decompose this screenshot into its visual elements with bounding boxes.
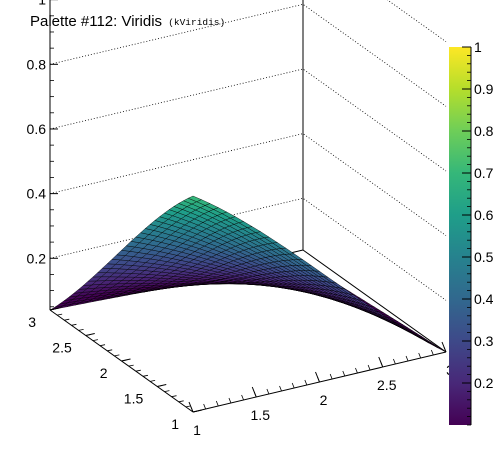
color-bar-tick-label: 0.3 — [474, 333, 494, 349]
z-gridline — [50, 0, 447, 43]
x-tick-label: 1.5 — [251, 407, 271, 423]
x-minor-tick — [405, 355, 409, 362]
frame-edge-back-bottom-right — [302, 249, 447, 353]
y-minor-tick — [185, 405, 191, 408]
y-tick-label: 1.5 — [124, 391, 144, 407]
z-tick-label: 1 — [38, 0, 46, 8]
y-minor-tick — [192, 410, 199, 413]
x-minor-tick — [317, 376, 320, 383]
x-minor-tick — [291, 382, 295, 389]
chart-title-code: (kViridis) — [168, 17, 226, 28]
x-minor-tick — [342, 370, 346, 377]
y-minor-tick — [57, 313, 63, 316]
x-axis: 11.522.53 — [188, 341, 454, 438]
chart-title: Palette #112: Viridis (kViridis) — [30, 13, 225, 30]
y-minor-tick — [150, 380, 156, 382]
color-bar-ticks: 0.2 0.3 0.4 0.5 0.6 0.7 0.8 0.9 1 — [462, 39, 494, 426]
surface-cell — [187, 195, 202, 202]
x-minor-tick — [367, 364, 371, 371]
y-minor-tick — [107, 349, 113, 352]
x-minor-tick — [430, 349, 434, 356]
x-tick-label: 2 — [320, 392, 328, 408]
x-minor-tick — [215, 400, 219, 407]
color-bar-tick-label: 0.6 — [474, 207, 494, 223]
color-bar-gradient — [449, 47, 471, 425]
x-minor-tick — [329, 373, 333, 380]
plot-frame-back — [49, 0, 447, 353]
z-gridline — [49, 68, 447, 172]
y-minor-tick — [135, 369, 141, 372]
y-minor-tick — [71, 323, 77, 326]
color-bar-tick-label: 0.9 — [474, 81, 494, 97]
y-minor-tick — [171, 395, 177, 398]
y-minor-tick — [142, 374, 149, 377]
y-minor-tick — [164, 390, 170, 392]
x-minor-tick — [393, 358, 396, 365]
x-minor-tick — [266, 388, 270, 395]
y-tick-label: 2 — [100, 365, 108, 381]
y-minor-tick — [78, 329, 84, 331]
z-tick-label: 0.6 — [27, 121, 47, 137]
y-minor-tick — [121, 359, 127, 362]
x-minor-tick — [304, 379, 308, 386]
chart-title-main: Palette #112: Viridis — [30, 13, 163, 30]
x-tick-label: 2.5 — [377, 377, 397, 393]
y-minor-tick — [128, 364, 134, 367]
y-minor-tick — [49, 308, 56, 311]
surface-mesh — [49, 195, 447, 353]
y-minor-tick — [178, 400, 184, 403]
color-bar: 0.2 0.3 0.4 0.5 0.6 0.7 0.8 0.9 1 — [449, 39, 494, 426]
color-bar-tick-label: 0.4 — [474, 291, 494, 307]
y-tick-label: 1 — [171, 416, 179, 432]
z-gridline — [49, 133, 447, 236]
x-minor-tick — [203, 403, 207, 410]
x-minor-tick — [253, 391, 257, 398]
y-axis: 1 1.5 2 2.5 3 — [28, 307, 203, 432]
y-tick-label: 3 — [28, 314, 36, 330]
x-minor-tick — [228, 397, 232, 404]
z-tick-label: 0.8 — [27, 56, 47, 72]
x-minor-tick — [443, 346, 447, 353]
x-minor-tick — [279, 385, 282, 392]
y-tick-label: 2.5 — [52, 340, 72, 356]
y-minor-tick — [114, 354, 120, 357]
y-minor-tick — [85, 334, 91, 336]
y-minor-tick — [92, 339, 98, 341]
x-tick-label: 1 — [193, 422, 201, 438]
z-tick-label: 0.2 — [27, 250, 47, 266]
z-tick-label: 0.4 — [27, 186, 47, 202]
y-minor-tick — [157, 385, 163, 387]
x-minor-tick — [241, 394, 244, 401]
color-bar-tick-label: 1 — [474, 39, 482, 55]
z-axis: 0.20.40.60.811.2 — [27, 0, 58, 308]
z-gridline — [49, 3, 447, 107]
y-minor-tick — [64, 318, 70, 321]
y-minor-tick — [99, 344, 106, 347]
x-minor-tick — [355, 367, 358, 374]
x-minor-tick — [380, 361, 384, 368]
color-bar-tick-label: 0.8 — [474, 123, 494, 139]
x-minor-tick — [418, 352, 422, 359]
color-bar-tick-label: 0.2 — [474, 375, 494, 391]
color-bar-tick-label: 0.7 — [474, 165, 494, 181]
color-bar-tick-label: 0.5 — [474, 249, 494, 265]
